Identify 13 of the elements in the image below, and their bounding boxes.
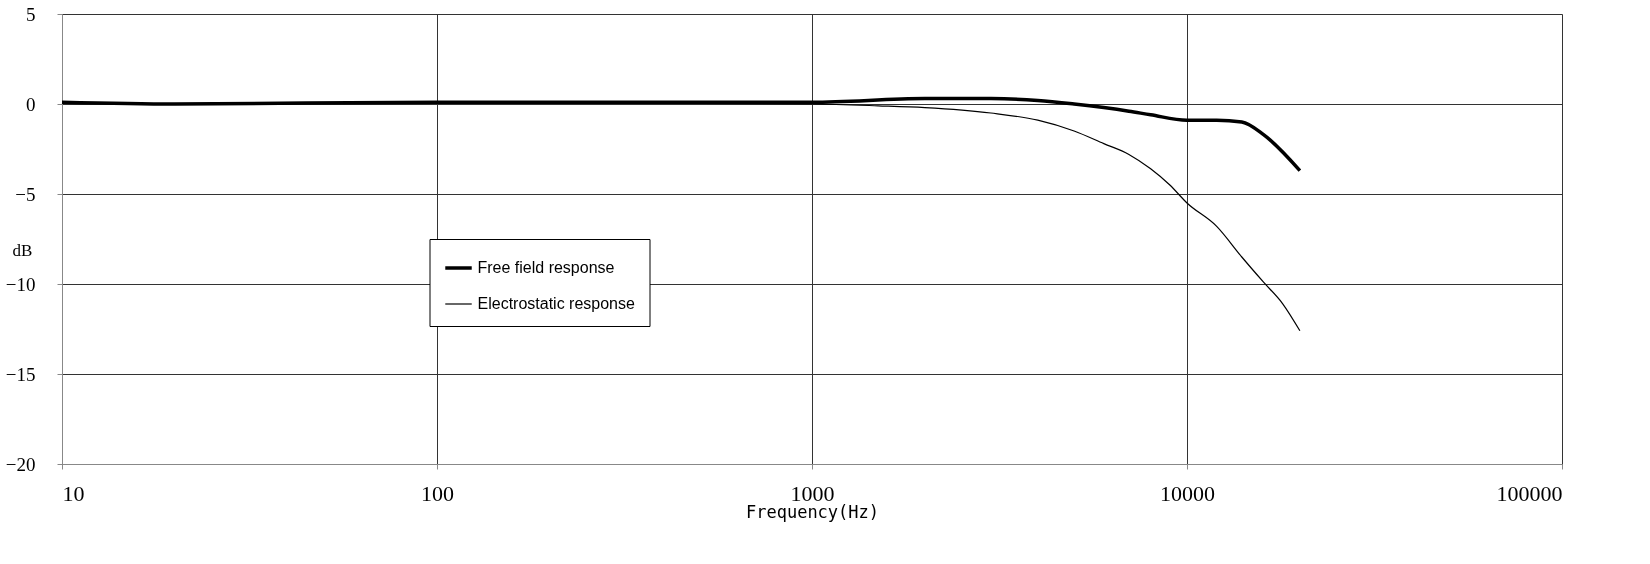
x-tick-label: 10000 [1160, 480, 1215, 506]
x-tick-label: 100 [421, 480, 454, 506]
y-tick-label: −15 [5, 363, 36, 385]
x-tick-label: 10 [62, 480, 85, 506]
x-tick-label: 100000 [1496, 480, 1563, 506]
y-tick-label: −20 [5, 453, 36, 475]
y-axis-title: dB [12, 240, 33, 260]
y-tick-label: 0 [26, 93, 36, 115]
y-tick-label: −5 [15, 183, 36, 205]
y-tick-label: −10 [5, 273, 36, 295]
legend-label: Electrostatic response [477, 295, 636, 312]
y-tick-label: 5 [26, 3, 36, 25]
legend-label: Free field response [477, 259, 615, 276]
